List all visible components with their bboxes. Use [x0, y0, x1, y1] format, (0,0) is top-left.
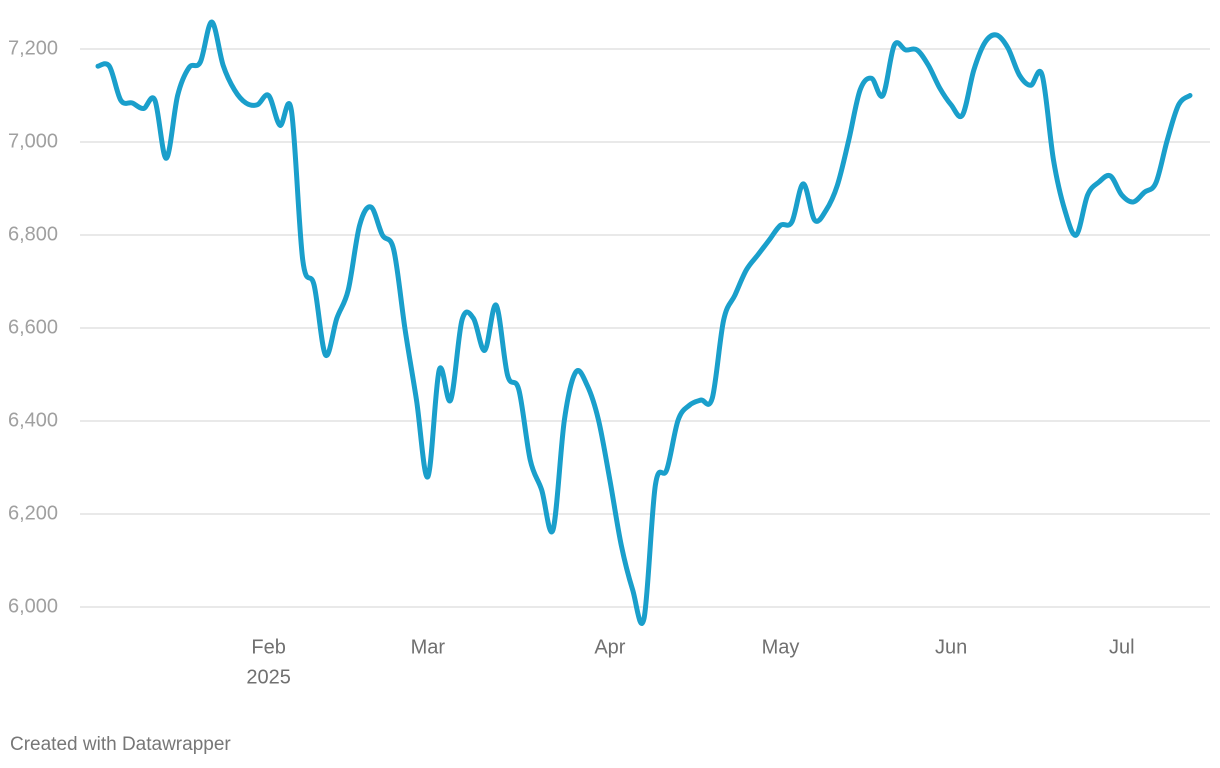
- y-tick-label: 6,000: [8, 595, 58, 617]
- x-tick-label: Feb: [251, 636, 285, 658]
- x-tick-label: Apr: [594, 636, 625, 658]
- x-tick-label: Mar: [411, 636, 446, 658]
- y-tick-label: 6,600: [8, 316, 58, 338]
- line: [95, 19, 1193, 626]
- y-tick-label: 6,800: [8, 223, 58, 245]
- x-tick-label: Jul: [1109, 636, 1135, 658]
- y-tick-label: 6,200: [8, 502, 58, 524]
- x-tick-label: May: [762, 636, 800, 658]
- y-tick-label: 7,200: [8, 37, 58, 59]
- x-year-label: 2025: [246, 666, 291, 688]
- credit: Created with Datawrapper: [10, 734, 231, 755]
- y-tick-label: 6,400: [8, 409, 58, 431]
- x-tick-label: Jun: [935, 636, 967, 658]
- y-tick-label: 7,000: [8, 130, 58, 152]
